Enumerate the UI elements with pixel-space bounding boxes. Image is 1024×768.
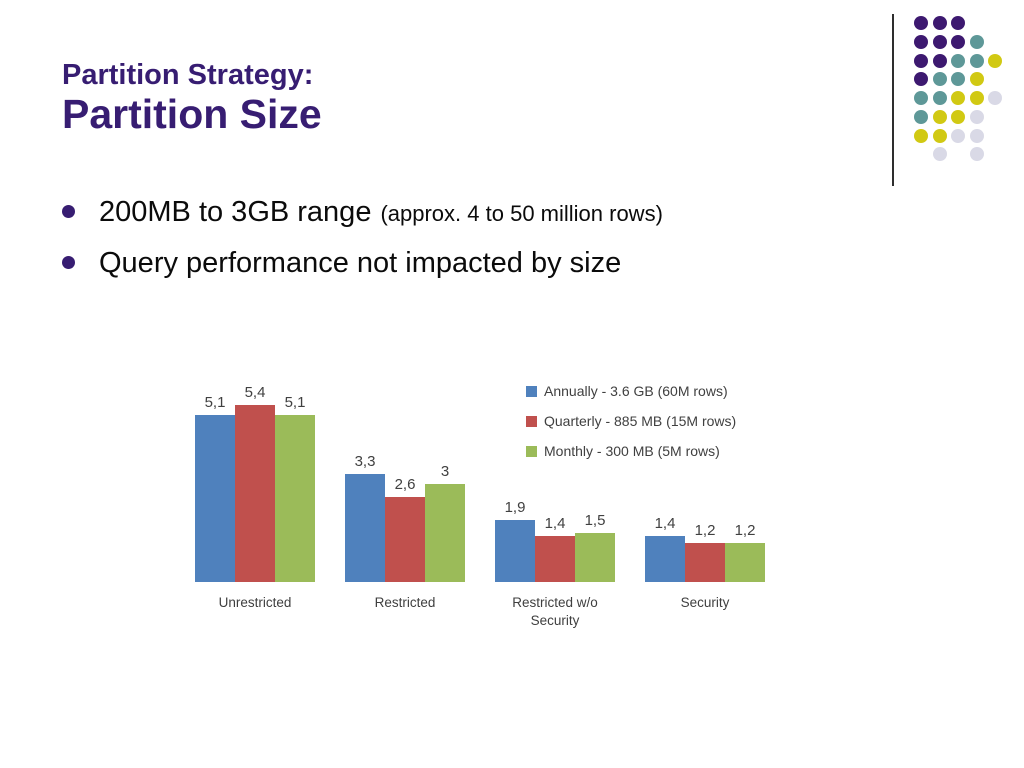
bullet-item: 200MB to 3GB range (approx. 4 to 50 milli…: [62, 194, 663, 230]
bar-value-label: 2,6: [394, 475, 416, 493]
dot: [951, 91, 966, 106]
bar-chart: 5,1 5,4 5,1 Unrestricted 3,3 2,6 3 Restricted 1,…: [170, 356, 770, 636]
bar: [535, 536, 575, 582]
bullet-list: 200MB to 3GB range (approx. 4 to 50 milli…: [62, 194, 663, 297]
bullet-marker-icon: [62, 256, 75, 270]
bar-value-label: 1,9: [504, 498, 526, 516]
vertical-rule: [892, 14, 894, 186]
legend-item: Quarterly - 885 MB (15M rows): [526, 406, 736, 436]
dot: [932, 53, 947, 68]
bar: [495, 519, 535, 582]
dot: [969, 91, 984, 106]
bar: [575, 532, 615, 582]
dot: [988, 91, 1003, 106]
category-label: Restricted w/o Security: [512, 595, 598, 629]
dot: [951, 53, 966, 68]
bar-value-label: 1,5: [584, 511, 606, 529]
bar: [275, 414, 315, 582]
dot: [914, 128, 928, 143]
bar: [235, 404, 275, 582]
bullet-text-main: Query performance not impacted by size: [99, 247, 622, 280]
title-line-1: Partition Strategy:: [62, 59, 314, 91]
plot-area: 5,1 5,4 5,1 Unrestricted 3,3 2,6 3 Restricted 1,…: [170, 356, 770, 636]
legend-label: Quarterly - 885 MB (15M rows): [544, 413, 737, 429]
bullet-item: Query performance not impacted by size: [62, 245, 663, 281]
legend-swatch-icon: [526, 415, 537, 427]
legend-item: Monthly - 300 MB (5M rows): [526, 436, 736, 466]
dot: [951, 72, 966, 87]
bar-value-label: 1,4: [654, 515, 676, 533]
dot: [951, 128, 966, 143]
dot: [951, 16, 966, 31]
dot: [932, 128, 947, 143]
dot: [969, 35, 984, 49]
category-label: Security: [680, 595, 730, 610]
dot: [969, 147, 984, 162]
title-line-2: Partition Size: [62, 90, 322, 137]
bar-value-label: 1,2: [694, 521, 716, 539]
chart-legend: Annually - 3.6 GB (60M rows) Quarterly - …: [526, 376, 736, 466]
bar: [345, 473, 385, 582]
legend-label: Annually - 3.6 GB (60M rows): [544, 383, 728, 399]
dot: [969, 128, 984, 143]
legend-label: Monthly - 300 MB (5M rows): [544, 443, 720, 459]
bullet-marker-icon: [62, 205, 75, 218]
dot: [932, 91, 947, 106]
dot: [988, 53, 1003, 68]
bar: [385, 496, 425, 582]
dot: [932, 35, 947, 49]
category-label: Restricted: [374, 595, 436, 610]
bar: [685, 542, 725, 582]
bar: [645, 536, 685, 582]
bar-value-label: 5,1: [284, 393, 306, 411]
dot: [914, 35, 928, 49]
dot: [914, 16, 928, 31]
dot: [969, 72, 984, 87]
bar-value-label: 3: [440, 462, 450, 480]
slide-title: Partition Strategy: Partition Size: [62, 58, 322, 136]
dot: [914, 72, 928, 87]
dot: [969, 109, 984, 124]
dot: [932, 72, 947, 87]
category-label: Unrestricted: [218, 595, 292, 610]
dot: [932, 147, 947, 162]
bullet-text-main: 200MB to 3GB range: [99, 196, 372, 228]
dot: [932, 109, 947, 124]
dot: [932, 16, 947, 31]
dot: [914, 109, 928, 124]
bar: [725, 542, 765, 582]
bar: [425, 483, 465, 582]
dot: [951, 35, 966, 49]
bar-value-label: 3,3: [354, 452, 376, 470]
legend-swatch-icon: [526, 445, 537, 457]
dot: [951, 109, 966, 124]
bullet-text: Query performance not impacted by size: [99, 245, 621, 281]
bullet-text-secondary: (approx. 4 to 50 million rows): [380, 201, 663, 226]
dot: [969, 53, 984, 68]
bar: [195, 414, 235, 582]
bar-value-label: 5,4: [244, 383, 266, 401]
dot: [914, 91, 928, 106]
bullet-text: 200MB to 3GB range (approx. 4 to 50 milli…: [99, 194, 663, 230]
bar-value-label: 5,1: [204, 393, 226, 411]
dot: [914, 53, 928, 68]
legend-swatch-icon: [526, 385, 537, 397]
legend-item: Annually - 3.6 GB (60M rows): [526, 376, 736, 406]
bar-value-label: 1,2: [734, 521, 756, 539]
bar-value-label: 1,4: [544, 515, 566, 533]
